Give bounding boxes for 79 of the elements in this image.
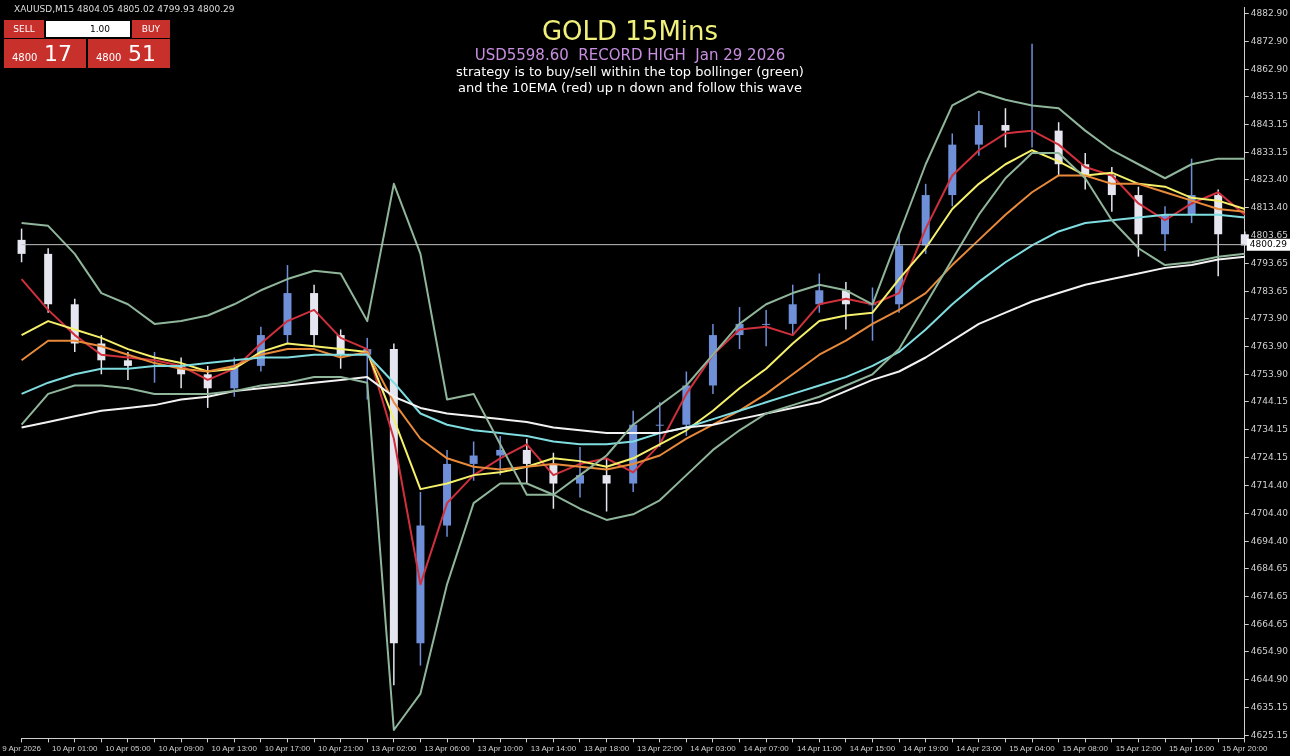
x-tick-label: 13 Apr 14:00: [530, 744, 577, 754]
buy-button: BUY: [132, 20, 170, 38]
x-tick-label: 15 Apr 20:00: [1222, 744, 1269, 754]
y-tick-label: 4704.40: [1250, 507, 1289, 518]
y-tick-label: 4625.15: [1250, 729, 1288, 740]
x-tick-label: 15 Apr 16:00: [1168, 744, 1215, 754]
candlestick: [522, 437, 531, 485]
y-tick-label: 4744.15: [1250, 396, 1288, 407]
y-tick-label: 4862.90: [1250, 63, 1289, 74]
candlestick: [815, 272, 824, 314]
y-tick-label: 4833.15: [1250, 146, 1288, 157]
x-tick-label: 13 Apr 10:00: [477, 744, 524, 754]
candlestick: [1001, 107, 1010, 149]
candlestick: [788, 283, 797, 336]
x-tick-label: 15 Apr 12:00: [1115, 744, 1162, 754]
x-tick-label: 13 Apr 02:00: [371, 744, 418, 754]
x-tick-label: 10 Apr 05:00: [105, 744, 152, 754]
y-tick-label: 4843.15: [1250, 118, 1288, 129]
y-tick-label: 4654.90: [1250, 646, 1289, 657]
annotation: 4800: [96, 52, 122, 63]
y-tick-label: 4872.90: [1250, 35, 1289, 46]
y-tick-label: 4664.65: [1250, 618, 1288, 629]
x-tick-label: 14 Apr 23:00: [956, 744, 1003, 754]
annotation: strategy is to buy/sell within the top bollinger (green): [455, 64, 805, 80]
y-tick-label: 4724.15: [1250, 452, 1288, 463]
chart-title: GOLD 15Mins: [540, 16, 720, 46]
y-tick-label: 4684.65: [1250, 562, 1288, 573]
buy-price-box: 4800 51: [88, 39, 170, 68]
y-tick-label: 4694.40: [1250, 535, 1289, 546]
x-tick-label: 13 Apr 18:00: [583, 744, 630, 754]
x-tick-label: 14 Apr 15:00: [849, 744, 896, 754]
text: USD5598.60 RECORD HIGH Jan 29 2026: [473, 46, 787, 64]
annotation: and the 10EMA (red) up n down and follow this wave: [456, 80, 804, 96]
y-tick-label: 4882.90: [1250, 7, 1289, 18]
x-tick-label: 14 Apr 07:00: [743, 744, 790, 754]
x-tick-label: 10 Apr 17:00: [264, 744, 311, 754]
x-tick-label: 9 Apr 2026: [2, 744, 42, 754]
x-tick-label: 14 Apr 03:00: [690, 744, 737, 754]
y-tick-label: 4763.90: [1250, 340, 1289, 351]
x-tick-label: 14 Apr 11:00: [796, 744, 843, 754]
annotation: 4800: [12, 52, 38, 63]
y-tick-label: 4773.90: [1250, 312, 1289, 323]
y-tick-label: 4813.40: [1250, 202, 1289, 213]
candlestick: [762, 309, 771, 348]
sell-button: SELL: [4, 20, 44, 38]
y-tick-label: 4714.40: [1250, 479, 1289, 490]
x-tick-label: 15 Apr 08:00: [1062, 744, 1109, 754]
ref-line-label: 4800.29: [1249, 239, 1288, 249]
x-tick-label: 15 Apr 04:00: [1009, 744, 1056, 754]
x-tick-label: 13 Apr 22:00: [637, 744, 683, 754]
x-tick-label: 14 Apr 19:00: [903, 744, 949, 754]
y-tick-label: 4734.15: [1250, 424, 1288, 435]
y-tick-label: 4674.65: [1250, 590, 1288, 601]
y-tick-label: 4823.40: [1250, 174, 1289, 185]
x-tick-label: 10 Apr 21:00: [317, 744, 364, 754]
candlestick: [974, 110, 983, 157]
candlestick: [469, 440, 478, 482]
candlestick: [496, 435, 505, 476]
y-tick-label: 4635.15: [1250, 701, 1288, 712]
candlestick: [17, 227, 26, 264]
y-tick-label: 4644.90: [1250, 674, 1289, 685]
quantity-field: 1.00: [46, 21, 130, 37]
x-tick-label: 10 Apr 01:00: [52, 744, 98, 754]
y-tick-label: 4783.65: [1250, 285, 1288, 296]
candlestick: [602, 457, 611, 513]
annotation: 17: [44, 41, 72, 66]
candlestick: [123, 351, 132, 381]
x-tick-label: 10 Apr 09:00: [158, 744, 205, 754]
annotation: 51: [128, 41, 156, 66]
y-tick-label: 4793.65: [1250, 257, 1288, 268]
candlestick: [575, 446, 584, 499]
x-tick-label: 10 Apr 13:00: [211, 744, 258, 754]
annotation: XAUUSD,M15 4804.05 4805.02 4799.93 4800.29: [14, 4, 235, 14]
sell-price-box: 4800 17: [4, 39, 86, 68]
x-tick-label: 13 Apr 06:00: [424, 744, 471, 754]
y-tick-label: 4803.65: [1250, 229, 1288, 240]
y-tick-label: 4753.90: [1250, 368, 1289, 379]
y-tick-label: 4853.15: [1250, 90, 1288, 101]
candlestick: [655, 401, 664, 448]
